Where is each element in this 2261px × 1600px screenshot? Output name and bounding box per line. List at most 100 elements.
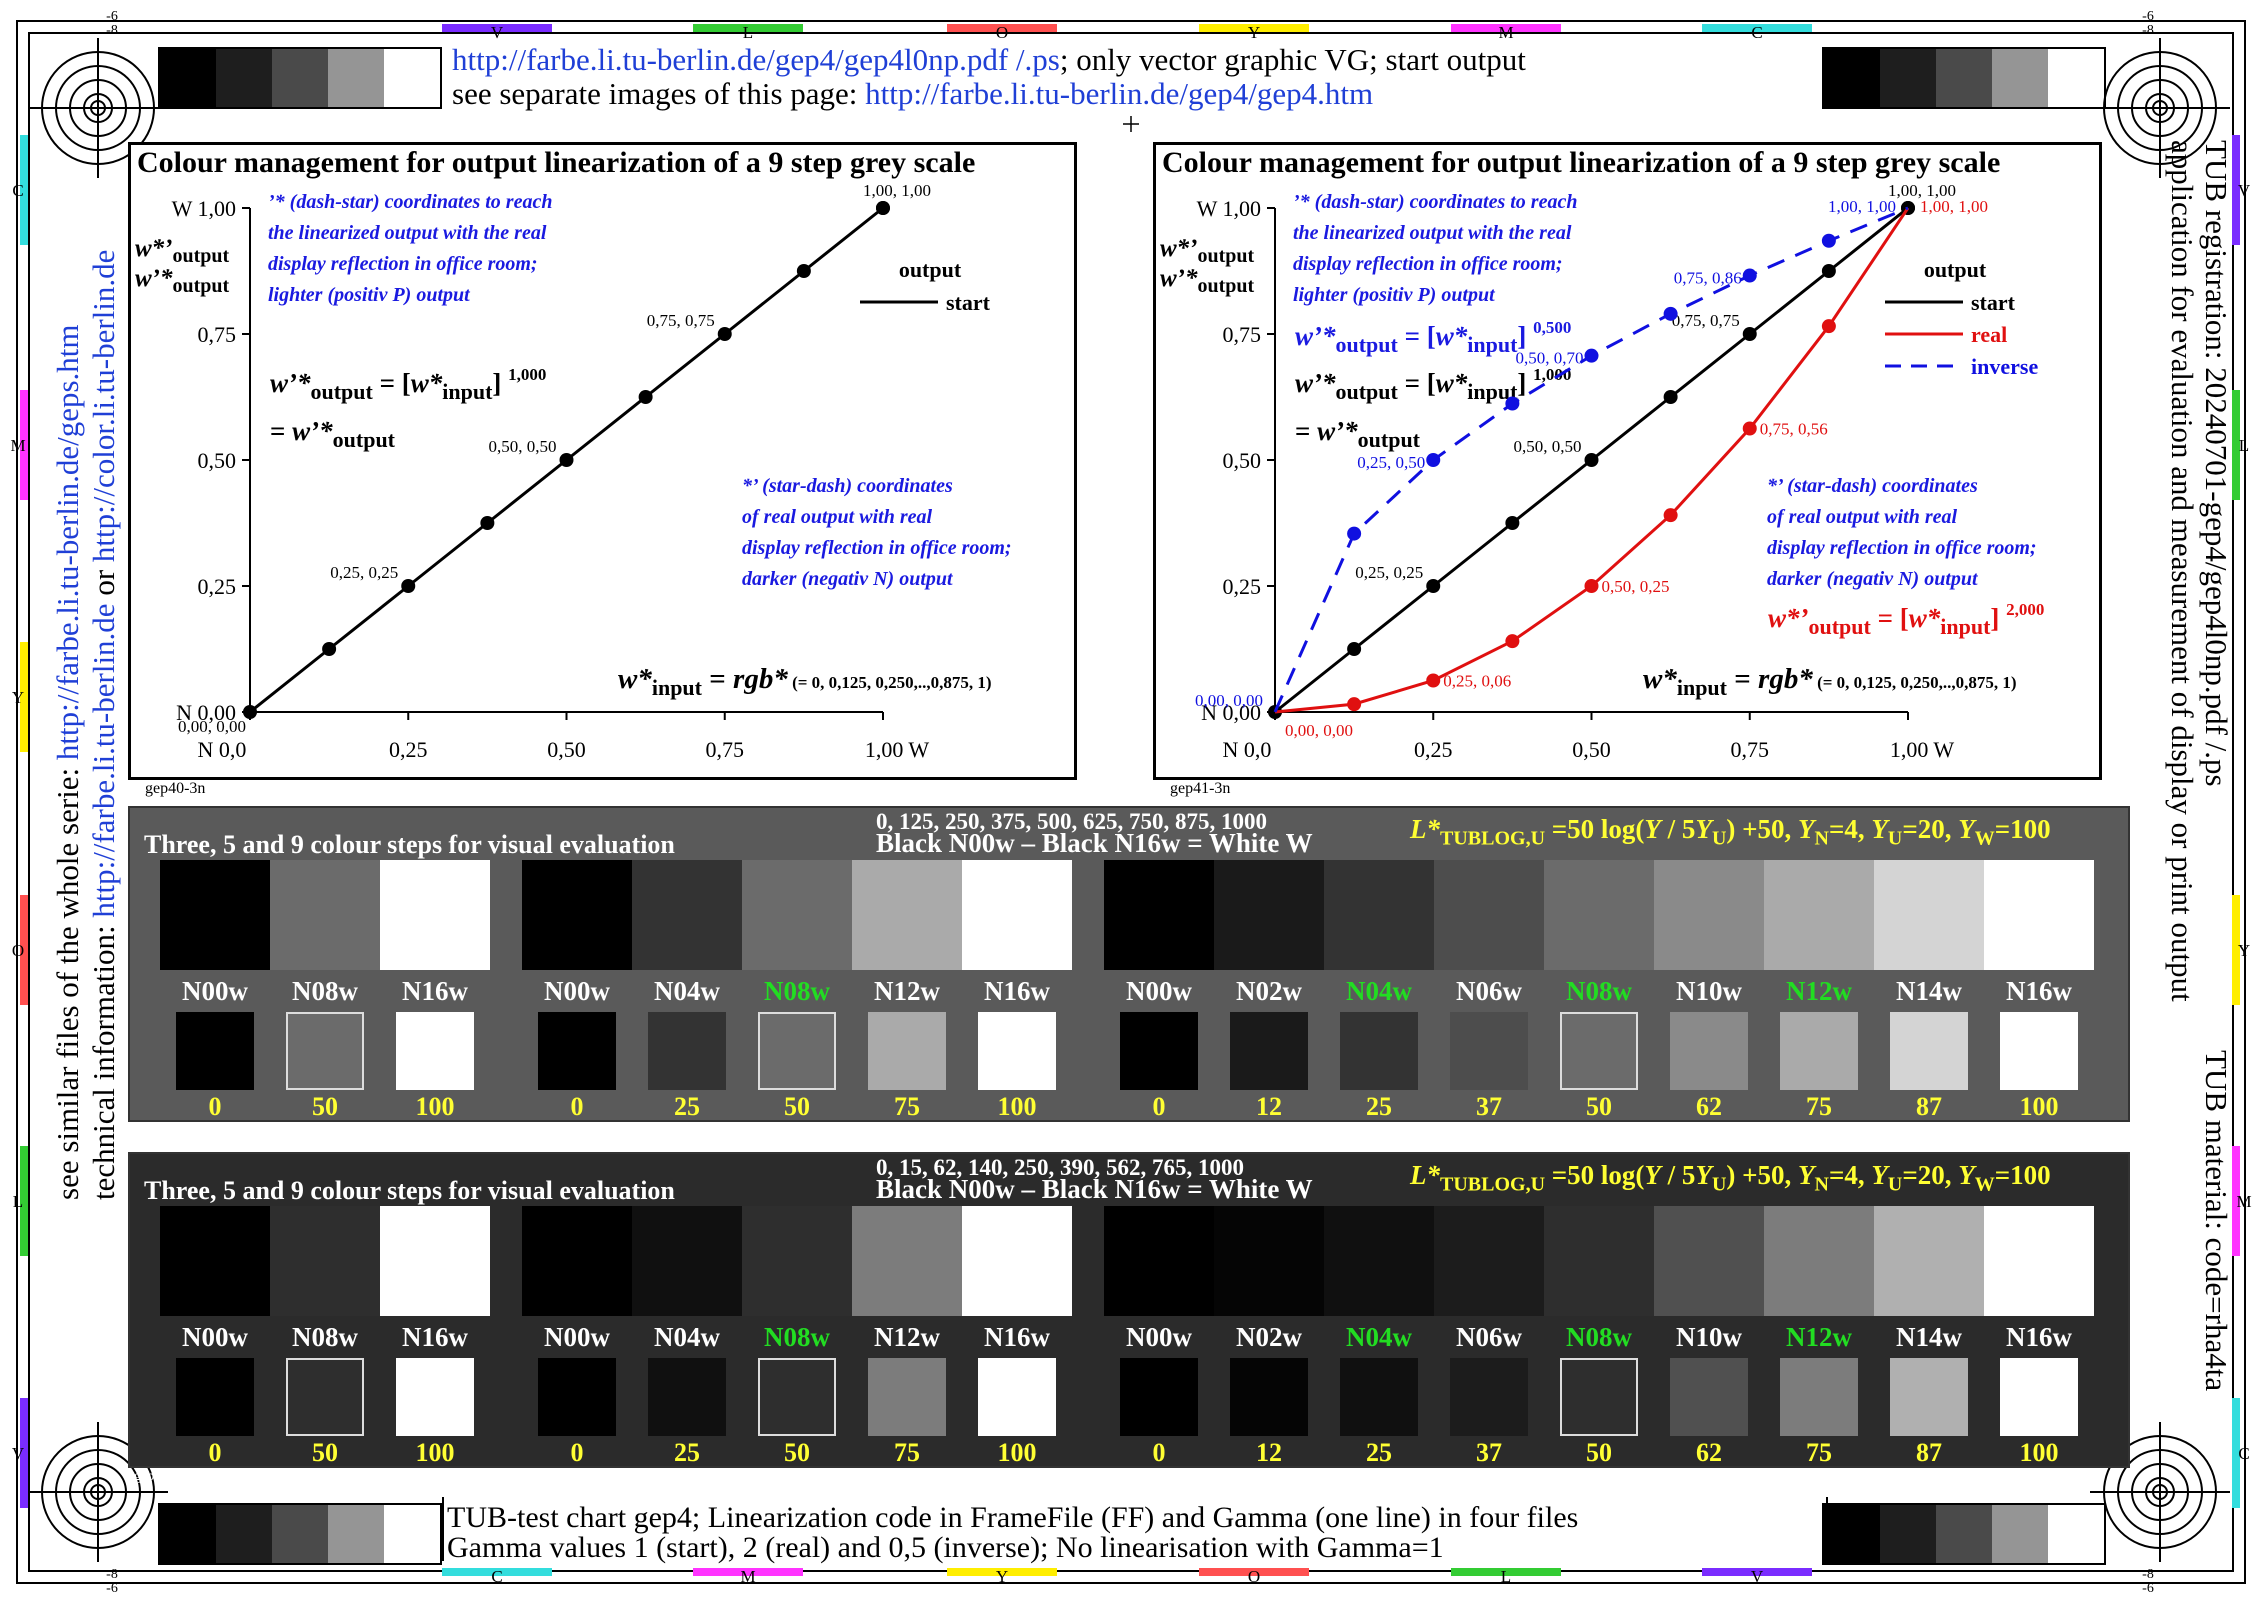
- data-point-real: [1663, 508, 1678, 523]
- data-label-inverse: 0,75, 0,86: [1674, 269, 1742, 288]
- swatch-value: 75: [894, 1092, 920, 1121]
- note-blue-top: the linearized output with the real: [268, 222, 547, 244]
- swatch-label: N04w: [1346, 976, 1412, 1006]
- y-tick-label: W 1,00: [1197, 196, 1261, 221]
- grey-strip-patch: [384, 49, 440, 107]
- small-swatch-N16w: [2000, 1358, 2078, 1436]
- swatch-label: N08w: [764, 976, 830, 1006]
- data-point-inverse: [1426, 453, 1441, 467]
- data-point-inverse: [1584, 348, 1599, 363]
- swatch-value: 75: [1806, 1092, 1832, 1121]
- grey-strip-patch: [2048, 49, 2104, 107]
- swatch-value: 50: [784, 1438, 810, 1467]
- x-tick-label: 0,50: [1572, 737, 1611, 762]
- note-blue-top: display reflection in office room;: [268, 253, 538, 275]
- grey-strip-patch: [1936, 1505, 1992, 1563]
- note-blue-top: ’* (dash-star) coordinates to reach: [1293, 191, 1577, 213]
- data-point-real: [1426, 673, 1441, 688]
- swatch-value: 75: [1806, 1438, 1832, 1467]
- small-swatch-N04w: [648, 1012, 726, 1090]
- frame-color-bar: [20, 895, 28, 1005]
- big-swatch-N08w: [1544, 1206, 1654, 1316]
- swatch-value: 0: [570, 1092, 584, 1121]
- big-swatch-N00w: [522, 1206, 632, 1316]
- corner-number: -8: [106, 23, 118, 38]
- y-axis-label-line: w’*output: [1160, 265, 1255, 297]
- header-line-1: http://farbe.li.tu-berlin.de/gep4/gep4l0…: [452, 44, 1526, 75]
- swatch-value: 62: [1696, 1438, 1722, 1467]
- swatch-label: N00w: [544, 1322, 610, 1352]
- x-axis-formula: w*input = rgb* (= 0, 0,125, 0,250,..,0,8…: [618, 663, 992, 700]
- grey-strip-patch: [328, 1505, 384, 1563]
- corner-number: -6: [106, 9, 118, 24]
- swatch-label: N00w: [1126, 1322, 1192, 1352]
- frame-color-bar: [2232, 1146, 2240, 1256]
- y-tick-label: W 1,00: [172, 196, 236, 221]
- swatch-label: N16w: [984, 1322, 1050, 1352]
- data-label-start: 0,50, 0,50: [489, 437, 557, 456]
- band-black-line: Black N00w – Black N16w = White W: [876, 1174, 1313, 1204]
- small-swatch-N12w: [868, 1012, 946, 1090]
- small-swatch-N16w: [2000, 1012, 2078, 1090]
- swatch-value: 0: [208, 1438, 222, 1467]
- note-blue-top: lighter (positiv P) output: [1293, 284, 1496, 306]
- frame-letter-right: M: [2236, 1192, 2251, 1211]
- data-point-start: [480, 516, 495, 530]
- small-swatch-N00w: [176, 1358, 254, 1436]
- chart-panel-right: [1153, 142, 2102, 780]
- big-swatch-N16w: [380, 1206, 490, 1316]
- y-tick-label: 0,75: [1223, 322, 1262, 347]
- swatch-label: N10w: [1676, 1322, 1742, 1352]
- frame-color-bar: [2232, 895, 2240, 1005]
- frame-letter-left: V: [12, 1444, 25, 1463]
- big-swatch-N00w: [1104, 1206, 1214, 1316]
- chart-gep40-3n: Colour management for output linearizati…: [135, 146, 1012, 797]
- chart-gep41-3n: Colour management for output linearizati…: [1160, 146, 2044, 797]
- big-swatch-N16w: [962, 1206, 1072, 1316]
- grey-strip-patch: [1992, 49, 2048, 107]
- inner-frame: [28, 32, 2234, 1572]
- legend-title: output: [1924, 257, 1987, 282]
- swatch-label: N16w: [2006, 1322, 2072, 1352]
- small-swatch-N06w: [1450, 1358, 1528, 1436]
- corner-number: -6: [2142, 9, 2154, 24]
- y-tick-label: 0,75: [198, 322, 237, 347]
- big-swatch-N06w: [1434, 860, 1544, 970]
- data-point-start: [717, 327, 732, 341]
- header-line-2: see separate images of this page: http:/…: [452, 78, 1373, 109]
- data-point-start: [638, 390, 653, 404]
- swatch-label: N06w: [1456, 1322, 1522, 1352]
- band-black-line: Black N00w – Black N16w = White W: [876, 828, 1313, 858]
- big-swatch-N04w: [1324, 860, 1434, 970]
- frame-letter-top: V: [491, 23, 504, 42]
- swatch-label: N12w: [874, 976, 940, 1006]
- swatch-value: 37: [1476, 1092, 1502, 1121]
- legend: output start: [860, 257, 991, 315]
- chart-title: Colour management for output linearizati…: [1162, 146, 2000, 179]
- big-swatch-N16w: [962, 860, 1072, 970]
- header-htm-link[interactable]: http://farbe.li.tu-berlin.de/gep4/gep4.h…: [865, 76, 1374, 111]
- swatch-label: N14w: [1896, 976, 1962, 1006]
- small-swatch-N16w: [396, 1012, 474, 1090]
- swatch-label: N12w: [1786, 1322, 1852, 1352]
- small-swatch-N08w: [286, 1358, 364, 1436]
- small-swatch-N02w: [1230, 1358, 1308, 1436]
- header-line-1-rest: ; only vector graphic VG; start output: [1059, 42, 1526, 77]
- footer-line-2: Gamma values 1 (start), 2 (real) and 0,5…: [447, 1531, 1444, 1564]
- frame-color-bar: [1451, 1568, 1561, 1576]
- grey-strip-patch: [1824, 49, 1880, 107]
- grey-strip: [158, 47, 442, 109]
- band-title: Three, 5 and 9 colour steps for visual e…: [144, 830, 675, 859]
- small-swatch-N10w: [1670, 1012, 1748, 1090]
- data-point-start: [1821, 264, 1836, 278]
- frame-letter-left: L: [13, 1192, 23, 1211]
- data-point-real: [1505, 634, 1520, 649]
- data-point-real: [1347, 697, 1362, 712]
- small-swatch-N12w: [868, 1358, 946, 1436]
- formula-line-red: w*’output = [w*input] 2,000: [1768, 600, 2044, 639]
- header-pdf-link[interactable]: http://farbe.li.tu-berlin.de/gep4/gep4l0…: [452, 42, 1060, 77]
- swatch-label: N00w: [182, 1322, 248, 1352]
- frame-color-bar: [2232, 390, 2240, 500]
- big-swatch-N12w: [1764, 1206, 1874, 1316]
